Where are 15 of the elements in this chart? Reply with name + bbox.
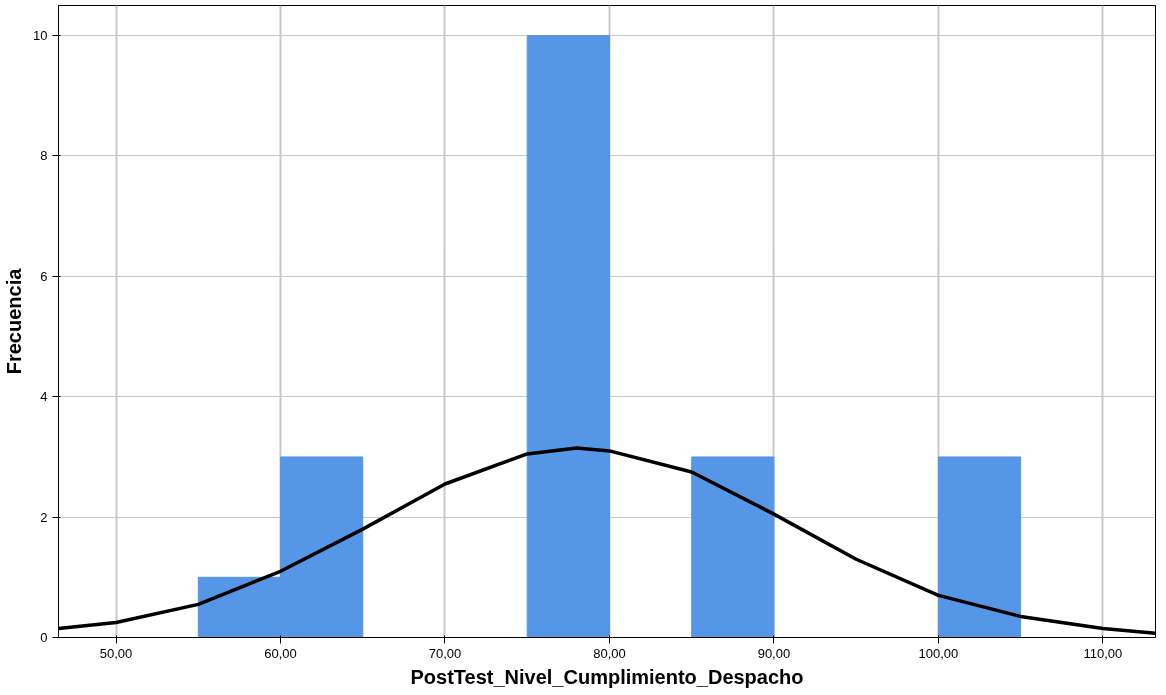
x-tick-label: 110,00 — [1083, 645, 1123, 661]
x-axis-title: PostTest_Nivel_Cumplimiento_Despacho — [410, 665, 804, 688]
y-axis-title: Frecuencia — [3, 267, 26, 375]
x-tick-label: 100,00 — [918, 645, 959, 661]
y-tick-label: 6 — [40, 268, 48, 284]
y-tick-label: 8 — [40, 148, 48, 164]
x-tick-label: 80,00 — [593, 645, 626, 661]
y-tick-label: 4 — [40, 389, 48, 405]
y-tick-label: 2 — [40, 509, 48, 525]
y-tick-label: 10 — [33, 28, 48, 44]
y-tick-label: 0 — [40, 630, 48, 645]
x-tick-label: 60,00 — [264, 645, 297, 661]
x-tick-label: 50,00 — [99, 645, 133, 661]
x-tick-label: 70,00 — [428, 645, 462, 661]
x-tick-label: 90,00 — [757, 645, 791, 661]
